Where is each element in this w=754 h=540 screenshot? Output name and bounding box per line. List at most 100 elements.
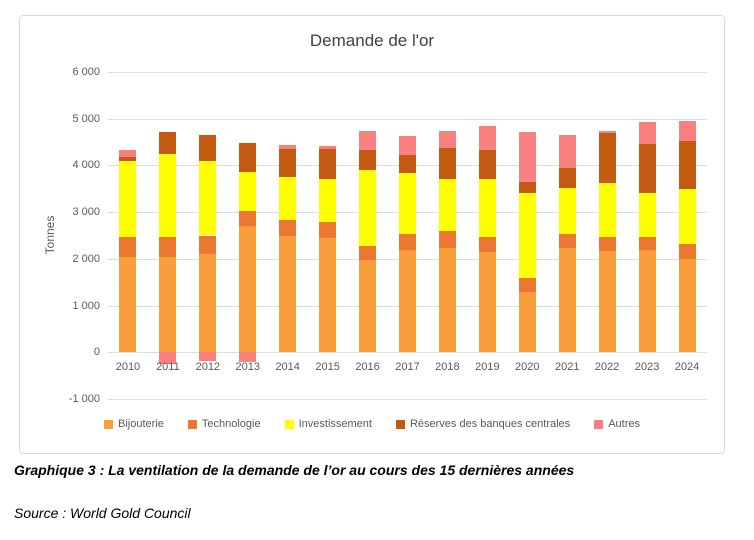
legend-item: Autres bbox=[594, 418, 640, 430]
bar-segment bbox=[518, 131, 536, 182]
bar-segment bbox=[518, 181, 536, 193]
bar-segment bbox=[638, 249, 656, 353]
x-tick-label: 2015 bbox=[315, 361, 340, 374]
bar-segment bbox=[159, 154, 177, 238]
bar-segment bbox=[199, 160, 217, 236]
bar-segment bbox=[678, 258, 696, 353]
bar-segment bbox=[119, 160, 137, 238]
gridline bbox=[108, 72, 707, 73]
x-tick-label: 2010 bbox=[115, 361, 141, 374]
bar-segment bbox=[678, 141, 696, 190]
legend: Bijouterie Technologie Investissement Réser… bbox=[20, 418, 724, 430]
bar-segment bbox=[558, 188, 576, 235]
bar-segment bbox=[119, 150, 137, 157]
legend-label: Investissement bbox=[298, 418, 372, 430]
bar-segment bbox=[159, 131, 177, 155]
chart-title: Demande de l'or bbox=[309, 31, 435, 50]
y-tick-label: 6 000 bbox=[72, 66, 100, 78]
legend-label: Technologie bbox=[201, 418, 261, 430]
bar-segment bbox=[558, 234, 576, 249]
bar-segment bbox=[478, 126, 496, 151]
bar-segment bbox=[279, 220, 297, 236]
bar-segment bbox=[119, 237, 137, 258]
bar-segment bbox=[279, 177, 297, 221]
bar-segment bbox=[678, 121, 696, 142]
x-tick-label: 2016 bbox=[355, 361, 380, 374]
y-tick-label: 4 000 bbox=[72, 159, 100, 172]
bar-segment bbox=[239, 225, 257, 353]
bar-segment bbox=[638, 193, 656, 237]
bar-segment bbox=[399, 233, 416, 250]
legend-swatch-icon bbox=[104, 419, 114, 429]
bar-segment bbox=[279, 144, 297, 150]
figure-caption: Graphique 3 : La ventilation de la deman… bbox=[14, 462, 575, 478]
bar-segment bbox=[598, 237, 616, 252]
bar-segment bbox=[159, 256, 177, 353]
gridline bbox=[108, 352, 707, 354]
bar-segment bbox=[558, 168, 576, 189]
y-tick-label: 2 000 bbox=[72, 252, 100, 265]
legend-label: Autres bbox=[608, 418, 640, 430]
bar-segment bbox=[438, 147, 456, 180]
bar-segment bbox=[119, 257, 137, 353]
x-tick-label: 2018 bbox=[435, 361, 460, 374]
bar-segment bbox=[678, 189, 696, 245]
bar-segment bbox=[159, 352, 177, 364]
bar-segment bbox=[279, 149, 297, 178]
legend-item: Investissement bbox=[284, 418, 372, 430]
legend-label: Bijouterie bbox=[118, 418, 164, 430]
x-tick-label: 2011 bbox=[156, 361, 180, 374]
legend-label: Réserves des banques centrales bbox=[409, 418, 571, 430]
bar-segment bbox=[438, 248, 456, 353]
bar-segment bbox=[438, 231, 456, 249]
bar-segment bbox=[678, 244, 696, 259]
bar-segment bbox=[199, 235, 217, 255]
bar-segment bbox=[478, 179, 496, 238]
bar-segment bbox=[319, 237, 337, 353]
bar-segment bbox=[239, 172, 257, 211]
gridline bbox=[108, 118, 707, 120]
y-tick-label: 3 000 bbox=[72, 206, 100, 219]
bar-segment bbox=[478, 150, 496, 180]
bar-segment bbox=[399, 154, 416, 173]
bar-segment bbox=[359, 131, 377, 150]
bar-segment bbox=[239, 210, 257, 226]
x-tick-label: 2014 bbox=[275, 361, 300, 374]
bar-segment bbox=[319, 221, 337, 238]
x-tick-label: 2024 bbox=[674, 361, 700, 374]
bar-segment bbox=[319, 178, 337, 222]
bar-segment bbox=[279, 235, 297, 353]
figure-source: Source : World Gold Council bbox=[14, 505, 191, 521]
bar-segment bbox=[319, 145, 337, 150]
bar-segment bbox=[638, 121, 656, 144]
bar-segment bbox=[598, 183, 616, 238]
bar-segment bbox=[399, 172, 416, 234]
y-tick-label: 5 000 bbox=[72, 112, 100, 125]
legend-item: Technologie bbox=[187, 418, 261, 430]
bar-segment bbox=[399, 136, 416, 155]
bar-segment bbox=[359, 246, 377, 260]
bar-segment bbox=[478, 252, 496, 353]
legend-swatch-icon bbox=[395, 419, 405, 429]
x-tick-label: 2013 bbox=[235, 361, 260, 374]
bar-segment bbox=[558, 248, 576, 353]
legend-swatch-icon bbox=[187, 419, 197, 429]
bar-segment bbox=[319, 149, 337, 179]
bar-segment bbox=[598, 251, 616, 353]
bar-segment bbox=[518, 292, 536, 353]
bar-segment bbox=[119, 157, 137, 161]
bar-segment bbox=[199, 254, 217, 353]
x-tick-label: 2023 bbox=[634, 361, 660, 374]
bar-segment bbox=[598, 132, 616, 184]
chart-container: Demande de l'or Tonnes Bijouterie Technol… bbox=[19, 15, 725, 454]
bar-segment bbox=[438, 179, 456, 232]
x-tick-label: 2021 bbox=[554, 361, 580, 374]
bar-segment bbox=[438, 130, 456, 148]
x-tick-label: 2012 bbox=[195, 361, 221, 374]
y-tick-label: 0 bbox=[93, 346, 100, 359]
bar-segment bbox=[199, 134, 217, 161]
bar-segment bbox=[239, 143, 257, 173]
gridline bbox=[108, 399, 707, 400]
bar-segment bbox=[478, 237, 496, 253]
